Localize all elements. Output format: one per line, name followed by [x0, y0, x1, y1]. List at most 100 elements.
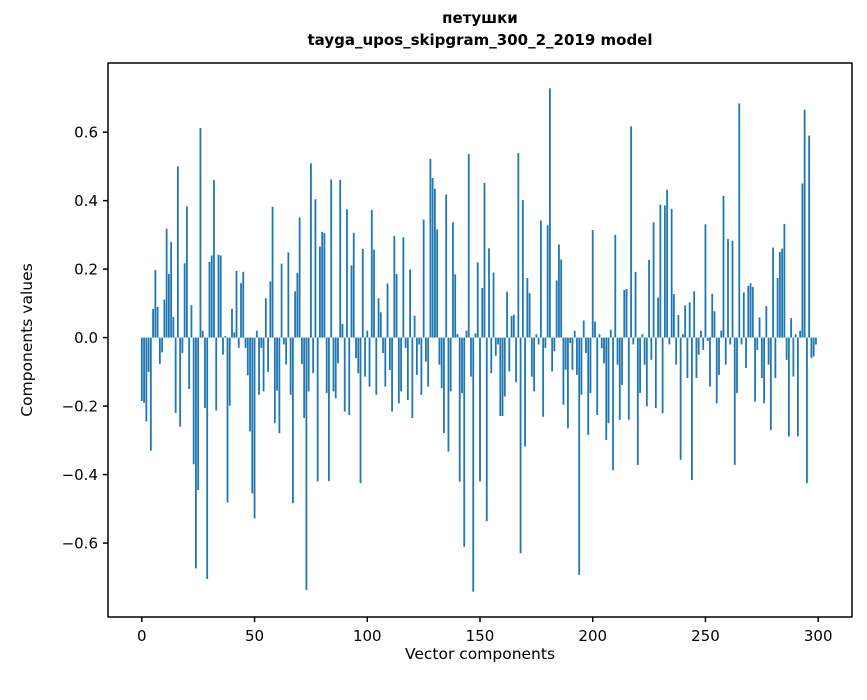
bar: [156, 306, 159, 338]
bar: [154, 270, 157, 338]
bar: [751, 286, 754, 338]
bar: [364, 337, 366, 377]
bar: [249, 337, 251, 432]
x-tick-label: 50: [245, 627, 264, 645]
bar: [742, 292, 745, 338]
bar: [307, 337, 310, 392]
bar: [208, 261, 211, 338]
bar: [409, 269, 412, 338]
bar: [806, 337, 808, 484]
bar: [542, 337, 545, 417]
bar: [796, 337, 799, 437]
bar: [594, 321, 596, 338]
bar: [718, 337, 720, 375]
bar: [691, 337, 693, 481]
bar: [736, 337, 738, 394]
bar: [348, 337, 351, 415]
bar: [772, 247, 774, 338]
bar: [172, 317, 175, 338]
bar: [754, 337, 756, 402]
bar: [607, 337, 610, 424]
bar: [472, 337, 475, 592]
bar: [494, 337, 497, 356]
bar: [332, 337, 335, 392]
bar: [747, 285, 750, 338]
bar: [233, 332, 236, 338]
bar: [765, 306, 768, 338]
bar: [296, 272, 299, 338]
bar: [271, 206, 274, 338]
bar: [269, 281, 272, 338]
bar: [445, 194, 448, 338]
bar: [643, 337, 646, 365]
bar: [287, 252, 290, 338]
bar: [551, 337, 554, 372]
bar: [366, 330, 369, 338]
bar: [361, 248, 364, 338]
bar: [648, 259, 650, 338]
bar: [582, 320, 585, 338]
bar: [346, 209, 348, 338]
bar: [645, 337, 648, 407]
bar: [413, 315, 416, 338]
bar: [400, 337, 402, 392]
bar: [310, 163, 312, 338]
bar: [415, 337, 418, 375]
bar: [598, 334, 601, 338]
bar: [188, 337, 191, 389]
bar: [787, 337, 790, 437]
bar: [328, 337, 330, 482]
bar: [810, 337, 813, 359]
bar: [569, 337, 572, 344]
bar: [476, 262, 479, 338]
bar: [589, 337, 592, 394]
bar: [639, 337, 641, 394]
bar: [424, 337, 427, 362]
bar: [458, 337, 461, 482]
bars-group: [140, 88, 817, 592]
bar: [715, 337, 718, 404]
chart-title: петушки tayga_upos_skipgram_300_2_2019 m…: [108, 7, 852, 51]
bar: [774, 337, 777, 378]
bar: [578, 337, 581, 575]
bar: [289, 337, 292, 395]
bar: [276, 337, 278, 391]
x-tick-label: 0: [137, 627, 147, 645]
bar: [812, 337, 815, 357]
bar: [280, 263, 283, 338]
bar: [567, 337, 569, 429]
bar: [143, 337, 145, 403]
bar: [663, 205, 666, 338]
bar: [158, 337, 161, 364]
bar: [443, 337, 445, 434]
bar: [767, 337, 770, 365]
x-tick-label: 150: [466, 627, 495, 645]
bar: [429, 158, 432, 338]
bar: [627, 337, 630, 420]
bar: [438, 337, 441, 365]
bar: [384, 337, 387, 387]
bar: [668, 337, 671, 345]
bar: [373, 249, 375, 338]
bar: [452, 222, 454, 338]
bar: [600, 337, 603, 349]
bar: [632, 337, 635, 345]
bar: [515, 337, 517, 383]
bar: [521, 199, 524, 338]
bar: [544, 337, 547, 348]
bar: [479, 337, 481, 482]
y-tick-label: −0.6: [62, 535, 98, 553]
bar: [461, 337, 463, 394]
bar: [474, 333, 477, 338]
bar: [195, 337, 197, 569]
bar: [206, 337, 209, 579]
bar: [488, 248, 490, 338]
bar: [321, 231, 324, 338]
bar: [682, 334, 684, 338]
bar: [260, 337, 263, 348]
bar: [526, 278, 529, 338]
bar: [492, 272, 495, 338]
bar: [763, 337, 765, 404]
bar: [555, 280, 558, 338]
